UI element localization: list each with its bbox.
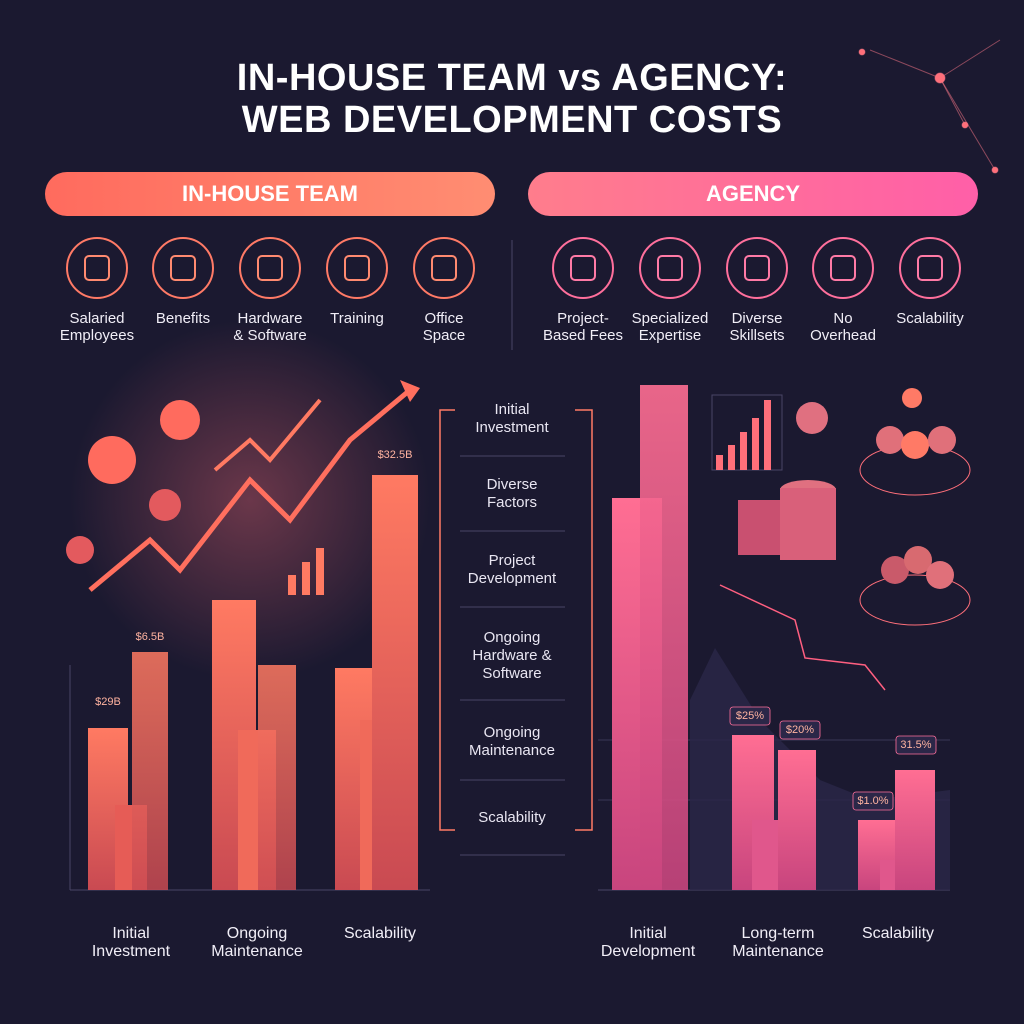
value-label: $25%	[736, 710, 764, 722]
category-label: Scalability	[344, 925, 416, 942]
title-line: WEB DEVELOPMENT COSTS	[242, 99, 782, 141]
category-label: Long-term	[742, 925, 815, 942]
icon-glyph	[657, 255, 683, 281]
icon-glyph	[431, 255, 457, 281]
icon	[552, 237, 614, 299]
value-tag	[895, 735, 937, 755]
icon	[899, 237, 961, 299]
factor-label: Ongoing	[484, 724, 541, 741]
icon-glyph	[917, 255, 943, 281]
icon-label: & Software	[233, 327, 306, 344]
icon-glyph	[84, 255, 110, 281]
icon-glyph	[170, 255, 196, 281]
factor-label: Hardware &	[472, 647, 551, 664]
icon-label: Space	[423, 327, 466, 344]
icon-label: Training	[330, 310, 384, 327]
icon-label: Project-	[557, 310, 609, 327]
category-label: Ongoing	[227, 925, 288, 942]
category-label: Maintenance	[211, 943, 303, 960]
factor-label: Diverse	[487, 476, 538, 493]
icon-label: Skillsets	[729, 327, 784, 344]
icon-glyph	[257, 255, 283, 281]
factor-label: Software	[482, 665, 541, 682]
factor-label: Initial	[494, 401, 529, 418]
value-tag	[729, 706, 771, 726]
factor-bracket	[439, 409, 593, 831]
icon-label: Expertise	[639, 327, 702, 344]
factor-label: Factors	[487, 494, 537, 511]
icon-label: Employees	[60, 327, 134, 344]
title-line: IN-HOUSE TEAM vs AGENCY:	[237, 57, 787, 99]
icon	[239, 237, 301, 299]
icon	[152, 237, 214, 299]
icon-glyph	[570, 255, 596, 281]
icon-glyph	[344, 255, 370, 281]
icon-glyph	[830, 255, 856, 281]
icon	[66, 237, 128, 299]
category-label: Investment	[92, 943, 171, 960]
value-label: $1.0%	[857, 795, 888, 807]
factor-label: Maintenance	[469, 742, 555, 759]
decor-network	[858, 39, 1001, 174]
heading: IN-HOUSE TEAM	[182, 181, 358, 206]
factor-label: Development	[468, 570, 557, 587]
category-label: Scalability	[862, 925, 934, 942]
factor-label: Project	[489, 552, 537, 569]
icon-label: Diverse	[732, 310, 783, 327]
icon	[326, 237, 388, 299]
category-label: Initial	[112, 925, 149, 942]
factor-label: Ongoing	[484, 629, 541, 646]
heading-pill	[45, 172, 495, 216]
category-label: Maintenance	[732, 943, 824, 960]
value-label: $29B	[95, 696, 121, 708]
icon-label: Overhead	[810, 327, 876, 344]
icon-glyph	[744, 255, 770, 281]
icon-label: Hardware	[237, 310, 302, 327]
value-tag	[852, 791, 894, 811]
category-label: Initial	[629, 925, 666, 942]
icon	[812, 237, 874, 299]
factor-separators	[460, 455, 565, 856]
icon-label: Office	[425, 310, 464, 327]
right-chart-decor	[598, 385, 971, 891]
icon-label: No	[833, 310, 852, 327]
value-label: $6.5B	[136, 631, 165, 643]
factor-label: Investment	[475, 419, 549, 436]
icon-label: Scalability	[896, 310, 964, 327]
heading: AGENCY	[706, 181, 800, 206]
icon-label: Based Fees	[543, 327, 623, 344]
value-label: $20%	[786, 724, 814, 736]
icon	[726, 237, 788, 299]
icon	[413, 237, 475, 299]
category-label: Development	[601, 943, 696, 960]
value-tag	[779, 720, 821, 740]
factor-label: Scalability	[478, 809, 546, 826]
icon-label: Benefits	[156, 310, 210, 327]
icon-label: Specialized	[632, 310, 709, 327]
left-chart-decor	[66, 320, 430, 891]
value-label: $32.5B	[378, 449, 413, 461]
icon-label: Salaried	[69, 310, 124, 327]
value-label: 31.5%	[900, 739, 931, 751]
heading-pill	[528, 172, 978, 216]
icon	[639, 237, 701, 299]
